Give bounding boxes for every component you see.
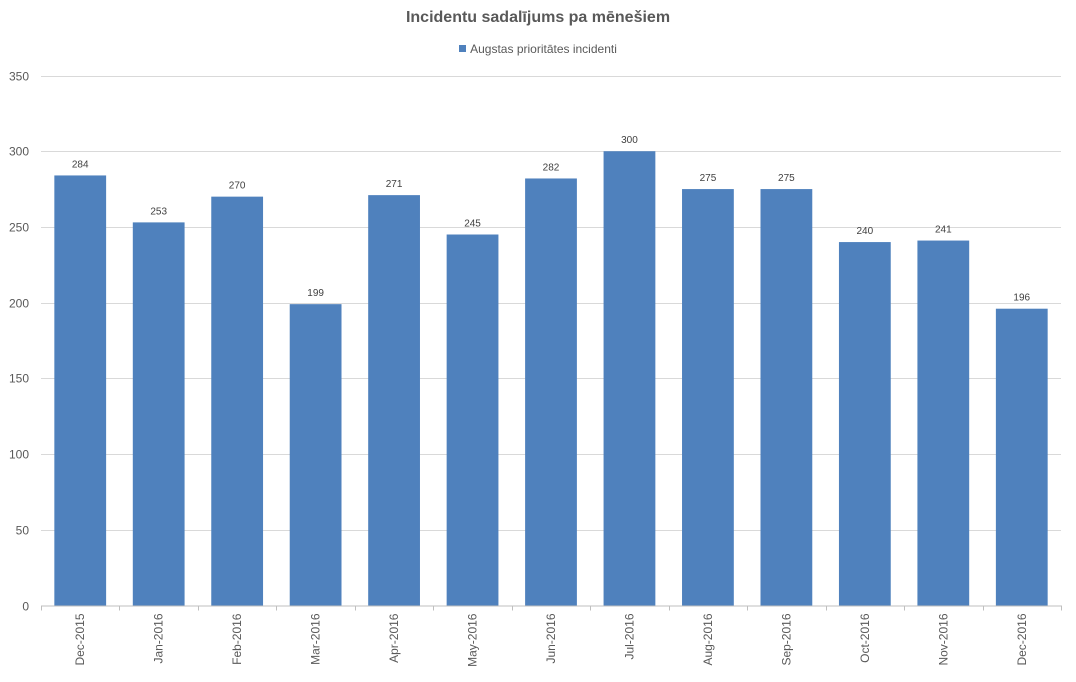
bar: [368, 195, 420, 606]
data-label: 253: [150, 206, 167, 217]
legend-swatch: [459, 45, 467, 53]
data-label: 275: [778, 173, 795, 184]
bar: [838, 242, 891, 606]
bar: [525, 178, 577, 606]
bar: [289, 304, 342, 606]
x-tick-label: Jan-2016: [152, 613, 166, 663]
legend: Augstas prioritātes incidenti: [0, 42, 1076, 56]
y-tick-label: 50: [16, 524, 30, 538]
y-tick-label: 250: [9, 221, 29, 235]
bar: [995, 308, 1048, 606]
x-tick-label: Dec-2015: [73, 613, 87, 665]
data-label: 270: [229, 181, 246, 192]
legend-label: Augstas prioritātes incidenti: [470, 42, 617, 56]
x-tick-label: Apr-2016: [387, 613, 401, 663]
data-label: 241: [935, 225, 952, 236]
y-tick-label: 300: [9, 145, 29, 159]
chart-title: Incidentu sadalījums pa mēnešiem: [405, 9, 671, 26]
x-tick-label: Aug-2016: [701, 613, 715, 665]
bar: [760, 189, 813, 606]
bar: [603, 151, 656, 606]
data-label: 240: [857, 226, 874, 237]
x-tick-label: Jun-2016: [544, 613, 558, 663]
data-label: 282: [543, 162, 560, 173]
x-tick-label: Feb-2016: [230, 613, 244, 665]
bar: [54, 175, 107, 606]
data-label: 196: [1013, 293, 1030, 304]
bar: [132, 222, 185, 606]
data-label: 245: [464, 219, 481, 230]
x-tick-label: Dec-2016: [1015, 613, 1029, 665]
data-label: 199: [307, 288, 324, 299]
y-tick-label: 150: [9, 372, 29, 386]
x-tick-label: May-2016: [466, 613, 480, 667]
data-label: 271: [386, 179, 403, 190]
y-tick-label: 200: [9, 297, 29, 311]
y-tick-label: 0: [22, 600, 29, 614]
x-tick-label: Jul-2016: [622, 613, 636, 659]
data-label: 300: [621, 135, 638, 146]
x-tick-label: Sep-2016: [779, 613, 793, 665]
x-tick-label: Oct-2016: [858, 613, 872, 663]
data-label: 275: [700, 173, 717, 184]
y-tick-label: 350: [9, 70, 29, 84]
data-label: 284: [72, 159, 89, 170]
bar: [446, 234, 499, 606]
bar: [682, 189, 734, 606]
bar: [917, 240, 970, 606]
x-tick-label: Nov-2016: [936, 613, 950, 665]
y-tick-label: 100: [9, 448, 29, 462]
bar: [211, 196, 264, 606]
x-tick-label: Mar-2016: [309, 613, 323, 665]
